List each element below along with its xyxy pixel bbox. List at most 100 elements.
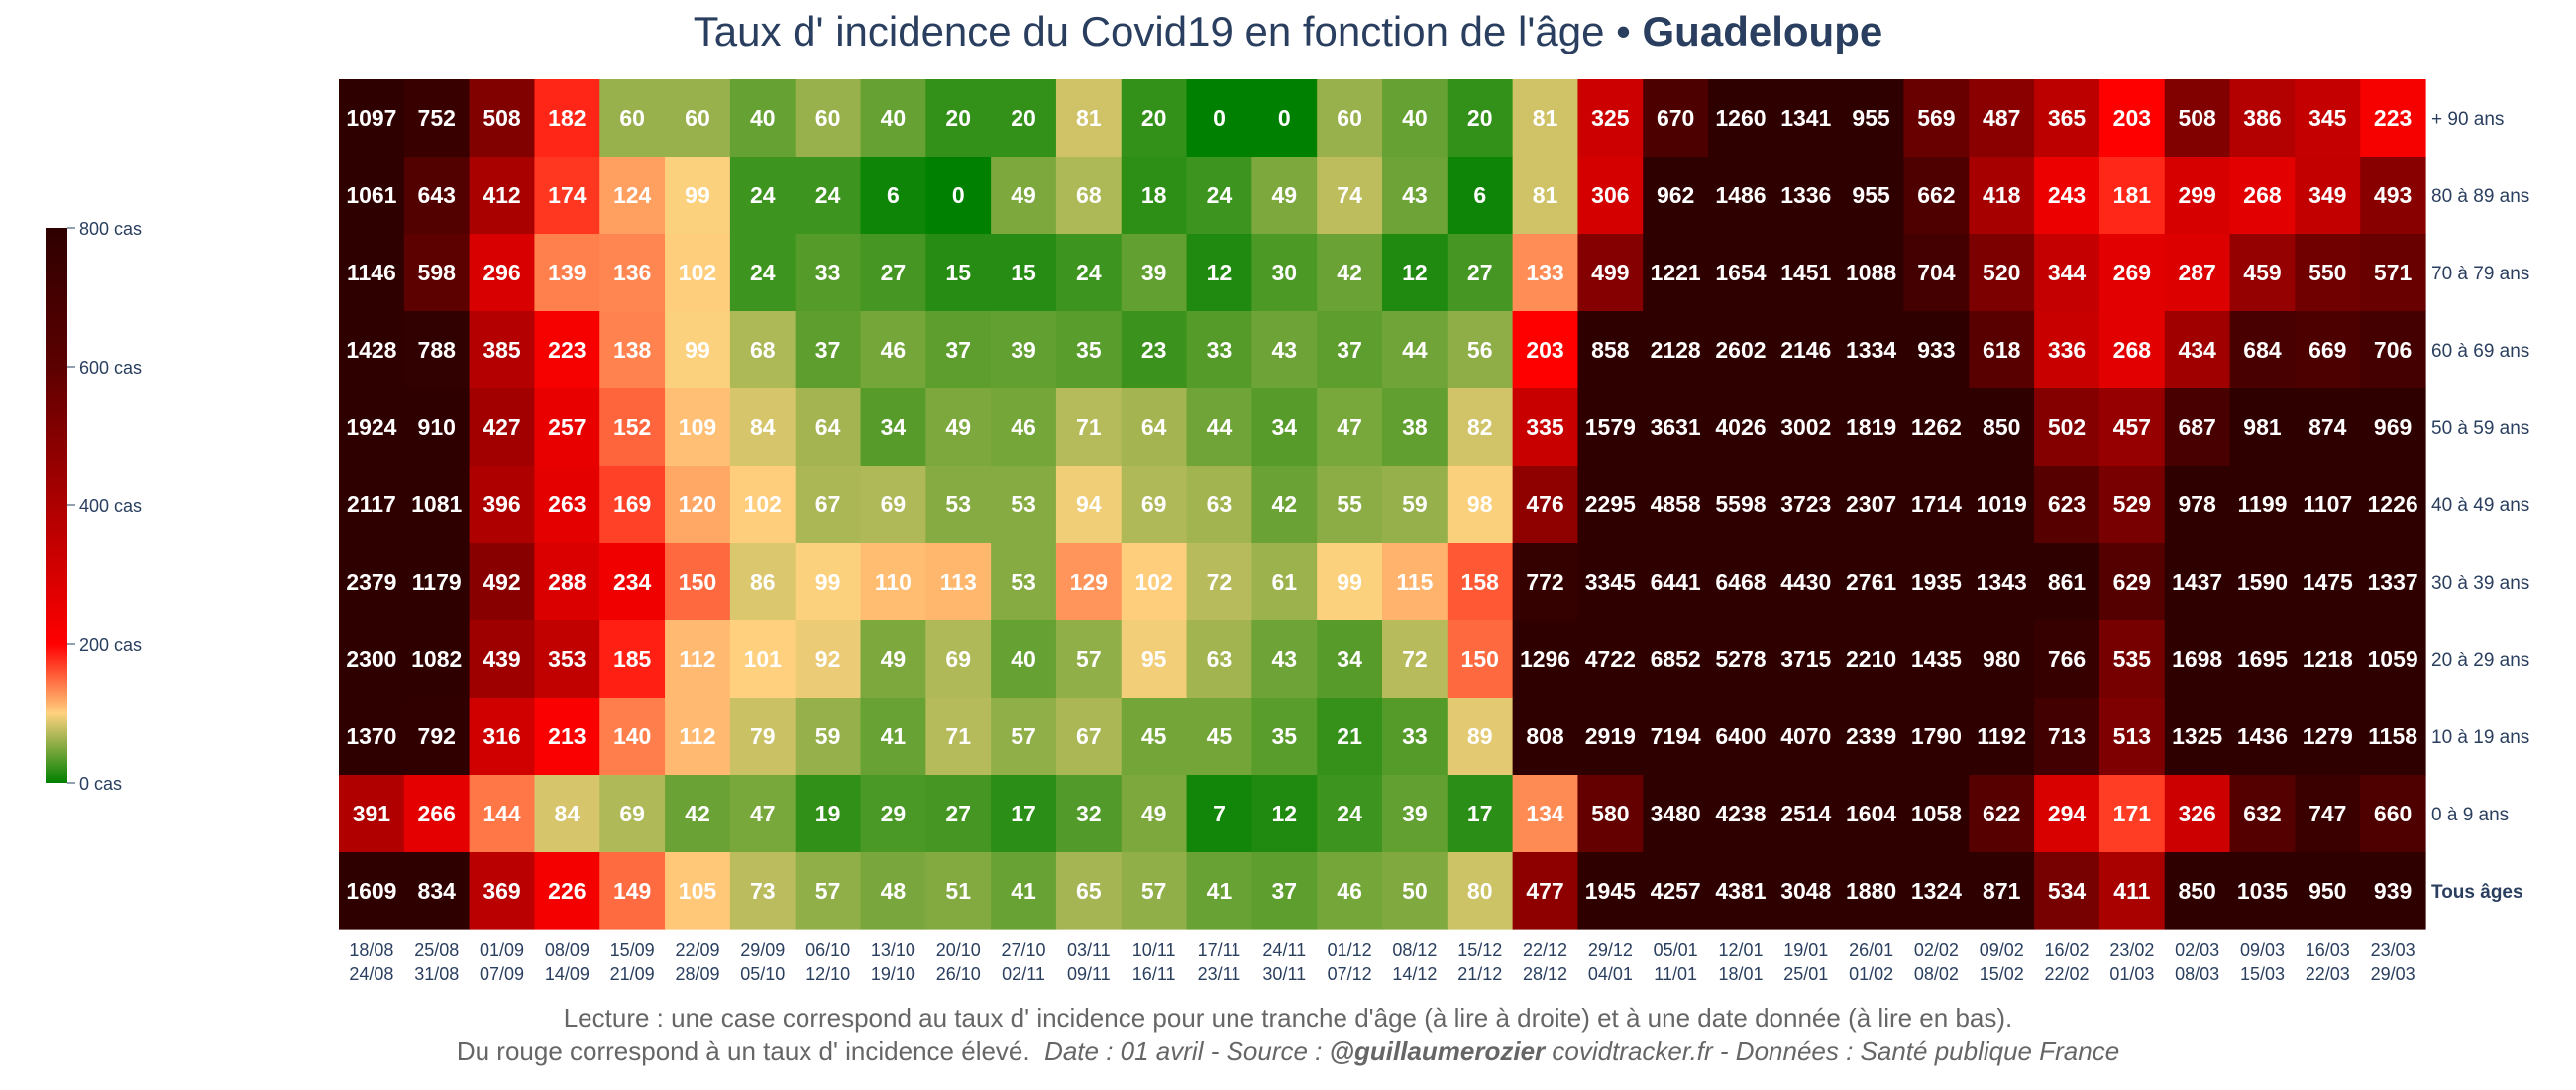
cell-value-label: 1579 (1585, 414, 1636, 440)
heatmap-cell (991, 466, 1057, 544)
cell-value-label: 412 (483, 182, 520, 208)
heatmap-cell (860, 157, 926, 235)
cell-value-label: 1924 (346, 414, 396, 440)
heatmap-cell (1317, 775, 1383, 853)
cell-value-label: 12 (1271, 801, 1297, 826)
cell-value-label: 63 (1207, 646, 1233, 672)
column-date-label: 01/02 (1849, 964, 1893, 984)
heatmap-cell (1251, 157, 1318, 235)
column-date-label: 06/10 (805, 940, 850, 960)
heatmap-cell (1317, 388, 1383, 467)
heatmap-cell (665, 466, 731, 544)
heatmap-cell (599, 388, 666, 467)
heatmap-cell (403, 234, 471, 312)
heatmap-cell (1903, 543, 1970, 621)
cell-value-label: 939 (2374, 878, 2412, 904)
column-date-label: 02/02 (1914, 940, 1959, 960)
footer-line1: Lecture : une case correspond au taux d'… (563, 1003, 2013, 1033)
heatmap-cell (1382, 620, 1449, 699)
column-date-label: 26/01 (1849, 940, 1893, 960)
column-date-label: 23/11 (1198, 964, 1241, 984)
column-date-label: 13/10 (871, 940, 915, 960)
heatmap-cell (534, 620, 600, 699)
cell-value-label: 158 (1461, 569, 1500, 595)
cell-value-label: 632 (2243, 801, 2281, 826)
title-region: Guadeloupe (1642, 8, 1883, 54)
cell-value-label: 69 (881, 491, 907, 517)
cell-value-label: 203 (1526, 337, 1563, 363)
heatmap-cell (1251, 543, 1318, 621)
heatmap-cell (2295, 698, 2361, 776)
cell-value-label: 493 (2374, 182, 2412, 208)
heatmap-cell (2360, 852, 2426, 930)
cell-value-label: 571 (2374, 260, 2413, 285)
column-date-label: 08/02 (1914, 964, 1959, 984)
column-date-label: 03/11 (1067, 940, 1111, 960)
heatmap-cell (1317, 311, 1383, 389)
heatmap-cell (1643, 698, 1709, 776)
cell-value-label: 1199 (2238, 491, 2288, 517)
heatmap-cell (1055, 775, 1123, 853)
cell-value-label: 669 (2308, 337, 2346, 363)
cell-value-label: 4070 (1780, 723, 1831, 749)
heatmap-cell (795, 79, 862, 158)
cell-value-label: 65 (1076, 878, 1102, 904)
heatmap-cell (1186, 543, 1252, 621)
heatmap-cell (665, 157, 731, 235)
heatmap-cell (1708, 157, 1774, 235)
heatmap-cell (1512, 698, 1579, 776)
heatmap-cell (1577, 234, 1644, 312)
column-date-label: 07/12 (1328, 964, 1372, 984)
cell-value-label: 6852 (1651, 646, 1701, 672)
heatmap-cell (1903, 388, 1970, 467)
cell-value-label: 981 (2243, 414, 2282, 440)
cell-value-label: 2339 (1846, 723, 1896, 749)
cell-value-label: 110 (875, 569, 912, 595)
cell-value-label: 1279 (2303, 723, 2353, 749)
heatmap-cell (339, 698, 405, 776)
heatmap-cell (599, 698, 666, 776)
heatmap-cell (795, 157, 862, 235)
heatmap-cell (339, 157, 405, 235)
heatmap-cell (2295, 311, 2361, 389)
cell-value-label: 933 (1917, 337, 1955, 363)
cell-value-label: 35 (1076, 337, 1102, 363)
cell-value-label: 418 (1983, 182, 2021, 208)
cell-value-label: 174 (548, 182, 587, 208)
heatmap-cell (1512, 543, 1579, 621)
row-label: 10 à 19 ans (2431, 727, 2529, 748)
cell-value-label: 962 (1657, 182, 1694, 208)
heatmap-cell (2034, 311, 2100, 389)
column-date-label: 22/03 (2306, 964, 2350, 984)
heatmap-cell (1251, 620, 1318, 699)
heatmap-cell (1055, 79, 1123, 158)
heatmap-cell (599, 234, 666, 312)
cell-value-label: 834 (418, 878, 457, 904)
heatmap-cell (860, 466, 926, 544)
heatmap-cell (1382, 79, 1449, 158)
cell-value-label: 1324 (1911, 878, 1962, 904)
cell-value-label: 51 (945, 878, 971, 904)
cell-value-label: 6468 (1715, 569, 1766, 595)
cell-value-label: 266 (418, 801, 456, 826)
cell-value-label: 20 (1011, 105, 1036, 131)
cell-value-label: 102 (1134, 569, 1172, 595)
cell-value-label: 27 (881, 260, 907, 285)
heatmap-cell (1903, 157, 1970, 235)
cell-value-label: 109 (679, 414, 716, 440)
heatmap-cell (991, 775, 1057, 853)
heatmap-cell (2164, 852, 2231, 930)
cell-value-label: 1935 (1911, 569, 1962, 595)
heatmap-cell (1055, 311, 1123, 389)
cell-value-label: 2379 (346, 569, 396, 595)
cell-value-label: 101 (744, 646, 783, 672)
cell-value-label: 0 (952, 182, 965, 208)
cell-value-label: 706 (2374, 337, 2412, 363)
cell-value-label: 68 (1076, 182, 1102, 208)
cell-value-label: 40 (750, 105, 776, 131)
cell-value-label: 152 (613, 414, 651, 440)
cell-value-label: 68 (750, 337, 776, 363)
heatmap-cell (1903, 466, 1970, 544)
cell-value-label: 662 (1917, 182, 1955, 208)
cell-value-label: 2300 (346, 646, 396, 672)
